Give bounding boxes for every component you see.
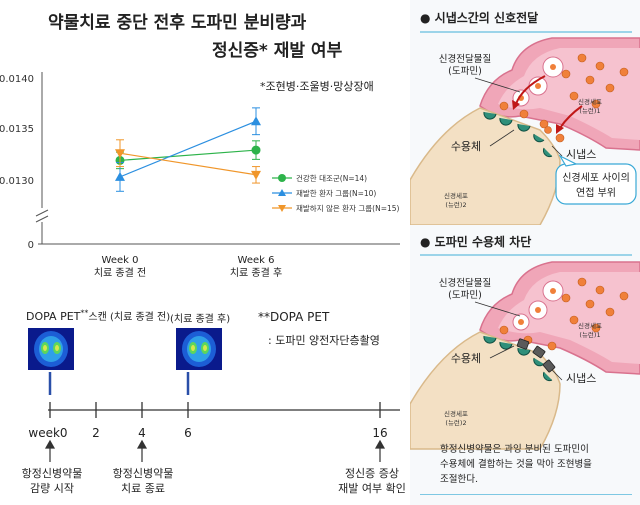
blockade-caption: 항정신병약물은 과잉 분비된 도파민이 수용체에 결합하는 것을 막아 조현병을… [440, 442, 630, 487]
x-caption-week6: 치료 종결 후 [230, 267, 282, 279]
caption-line3: 조절한다. [440, 474, 478, 485]
event-2-line2: 치료 종료 [121, 482, 165, 495]
data-point-2-1 [251, 170, 261, 180]
brain-scan-before-image [28, 328, 74, 370]
legend-label-relapsed: 재발한 환자 그룹(N=10) [296, 188, 376, 198]
p2-nt-line2: (도파민) [448, 290, 482, 301]
x-label-week0: Week 0 [102, 255, 139, 266]
data-point-1-0 [115, 171, 125, 181]
dopamine-particles-released [499, 101, 565, 143]
event-3-line2: 재발 여부 확인 [338, 482, 406, 495]
chart-title-line1: 약물치료 중단 전후 도파민 분비량과 [48, 13, 307, 33]
caption-line2: 수용체에 결합하는 것을 막아 조현병을 [440, 459, 592, 470]
chart-title-line2: 정신증* 재발 여부 [212, 41, 343, 61]
scan-label-after: (치료 종결 후) [170, 314, 231, 325]
event-3-line1: 정신증 증상 [345, 467, 399, 480]
pet-note-title: **DOPA PET [258, 310, 330, 324]
timeline-tick-16: 16 [372, 426, 387, 440]
x-label-week6: Week 6 [238, 255, 275, 266]
series-line-0 [119, 149, 257, 161]
timeline-diagram: week0 2 4 6 16 항정신병약물 감량 시작 항정신병약물 치료 종료… [22, 372, 406, 495]
dopamine-line-chart: 0.0140 0.0135 0.0130 0 Week 0 치료 종결 전 We… [0, 72, 400, 279]
p1-neuron2-line1: 신경세포 [444, 191, 468, 200]
event-1-line1: 항정신병약물 [22, 466, 83, 480]
scan-label-before: DOPA PET**스캔 (치료 종결 전) [26, 308, 170, 323]
y-tick-label-zero: 0 [28, 240, 34, 251]
chart-marks [115, 107, 261, 192]
timeline-tick-4: 4 [138, 426, 146, 440]
p1-nt-line1: 신경전달물질 [439, 53, 491, 65]
callout-bubble [555, 163, 637, 205]
p2-nt-line1: 신경전달물질 [439, 277, 491, 289]
data-point-1-1 [251, 116, 261, 126]
legend-label-control: 건강한 대조군(N=14) [296, 173, 367, 183]
vesicles-b [512, 280, 564, 331]
dopamine-particles-b [499, 277, 629, 351]
p2-receptor-label: 수용체 [451, 352, 481, 365]
legend-triangle-down-icon [278, 205, 286, 212]
y-tick-label-0140: 0.0140 [0, 74, 34, 85]
caption-rule [420, 494, 632, 495]
data-point-2-0 [115, 149, 125, 159]
p1-receptor-label: 수용체 [451, 140, 481, 153]
timeline-tick-2: 2 [92, 426, 100, 440]
caption-line1: 항정신병약물은 과잉 분비된 도파민이 [440, 444, 589, 455]
event-2-line1: 항정신병약물 [113, 466, 174, 480]
antipsychotic-blocker-shapes [516, 338, 556, 373]
bubble-line2: 연접 부위 [576, 186, 616, 199]
receptors-b [483, 335, 553, 382]
chart-footnote: *조현병·조울병·망상장애 [260, 80, 374, 93]
chart-legend: 건강한 대조군(N=14) 재발한 환자 그룹(N=10) 재발하지 않은 환자… [272, 173, 400, 213]
legend-label-nonrelapsed: 재발하지 않은 환자 그룹(N=15) [296, 203, 400, 213]
data-point-0-1 [251, 145, 261, 155]
p1-nt-line2: (도파민) [448, 66, 482, 77]
axis-break-mark-2 [35, 215, 49, 223]
legend-circle-icon [278, 174, 286, 182]
release-arrows [515, 75, 583, 129]
p1-neuron1-line2: (뉴런)1 [579, 107, 600, 115]
event-arrows [44, 439, 386, 462]
neuron1-inner [498, 48, 640, 140]
p2-neuron1-line1: 신경세포 [578, 321, 602, 330]
scan-label-sup: ** [80, 308, 89, 318]
p1-synapse-label: 시냅스 [566, 148, 596, 161]
panel1-header: ● 시냅스간의 신호전달 [420, 10, 538, 25]
event-1-line2: 감량 시작 [30, 482, 74, 495]
neuron2-shape [410, 107, 561, 225]
series-line-2 [119, 152, 257, 176]
p2-neuron2-line2: (뉴런)2 [445, 419, 466, 427]
legend-triangle-up-icon [278, 189, 286, 196]
p2-synapse-label: 시냅스 [566, 372, 596, 385]
p1-neuron2-line2: (뉴런)2 [445, 201, 466, 209]
bubble-line1: 신경세포 사이의 [562, 171, 630, 184]
x-caption-week0: 치료 종결 전 [94, 267, 146, 279]
axis-break-mark-1 [35, 209, 49, 217]
receptors [483, 111, 553, 158]
scan-label-rest: 스캔 (치료 종결 전) [88, 312, 171, 323]
timeline-tick-week0: week0 [28, 426, 67, 440]
scan-label-main: DOPA PET [26, 310, 81, 323]
panel2-header: ● 도파민 수용체 차단 [420, 234, 531, 249]
y-tick-label-0135: 0.0135 [0, 124, 34, 135]
dopamine-particles-1 [561, 53, 629, 109]
series-line-1 [119, 120, 257, 178]
timeline-tick-6: 6 [184, 426, 192, 440]
receptor-blockade-diagram: ● 도파민 수용체 차단 신경전달물질 (도파민) 신경세포 (뉴런)1 수용체… [410, 234, 640, 450]
p2-neuron2-line1: 신경세포 [444, 409, 468, 418]
y-tick-label-0130: 0.0130 [0, 176, 34, 187]
neuron1b-inner [498, 272, 640, 364]
brain-scan-after-image [176, 328, 222, 370]
p2-neuron1-line2: (뉴런)1 [579, 331, 600, 339]
synapse-transmission-diagram: ● 시냅스간의 신호전달 신경전달물질 (도파민) 신경세포 (뉴런) [410, 10, 640, 225]
p1-neuron1-line1: 신경세포 [578, 97, 602, 106]
pet-note-body: : 도파민 양전자단층촬영 [268, 334, 380, 347]
